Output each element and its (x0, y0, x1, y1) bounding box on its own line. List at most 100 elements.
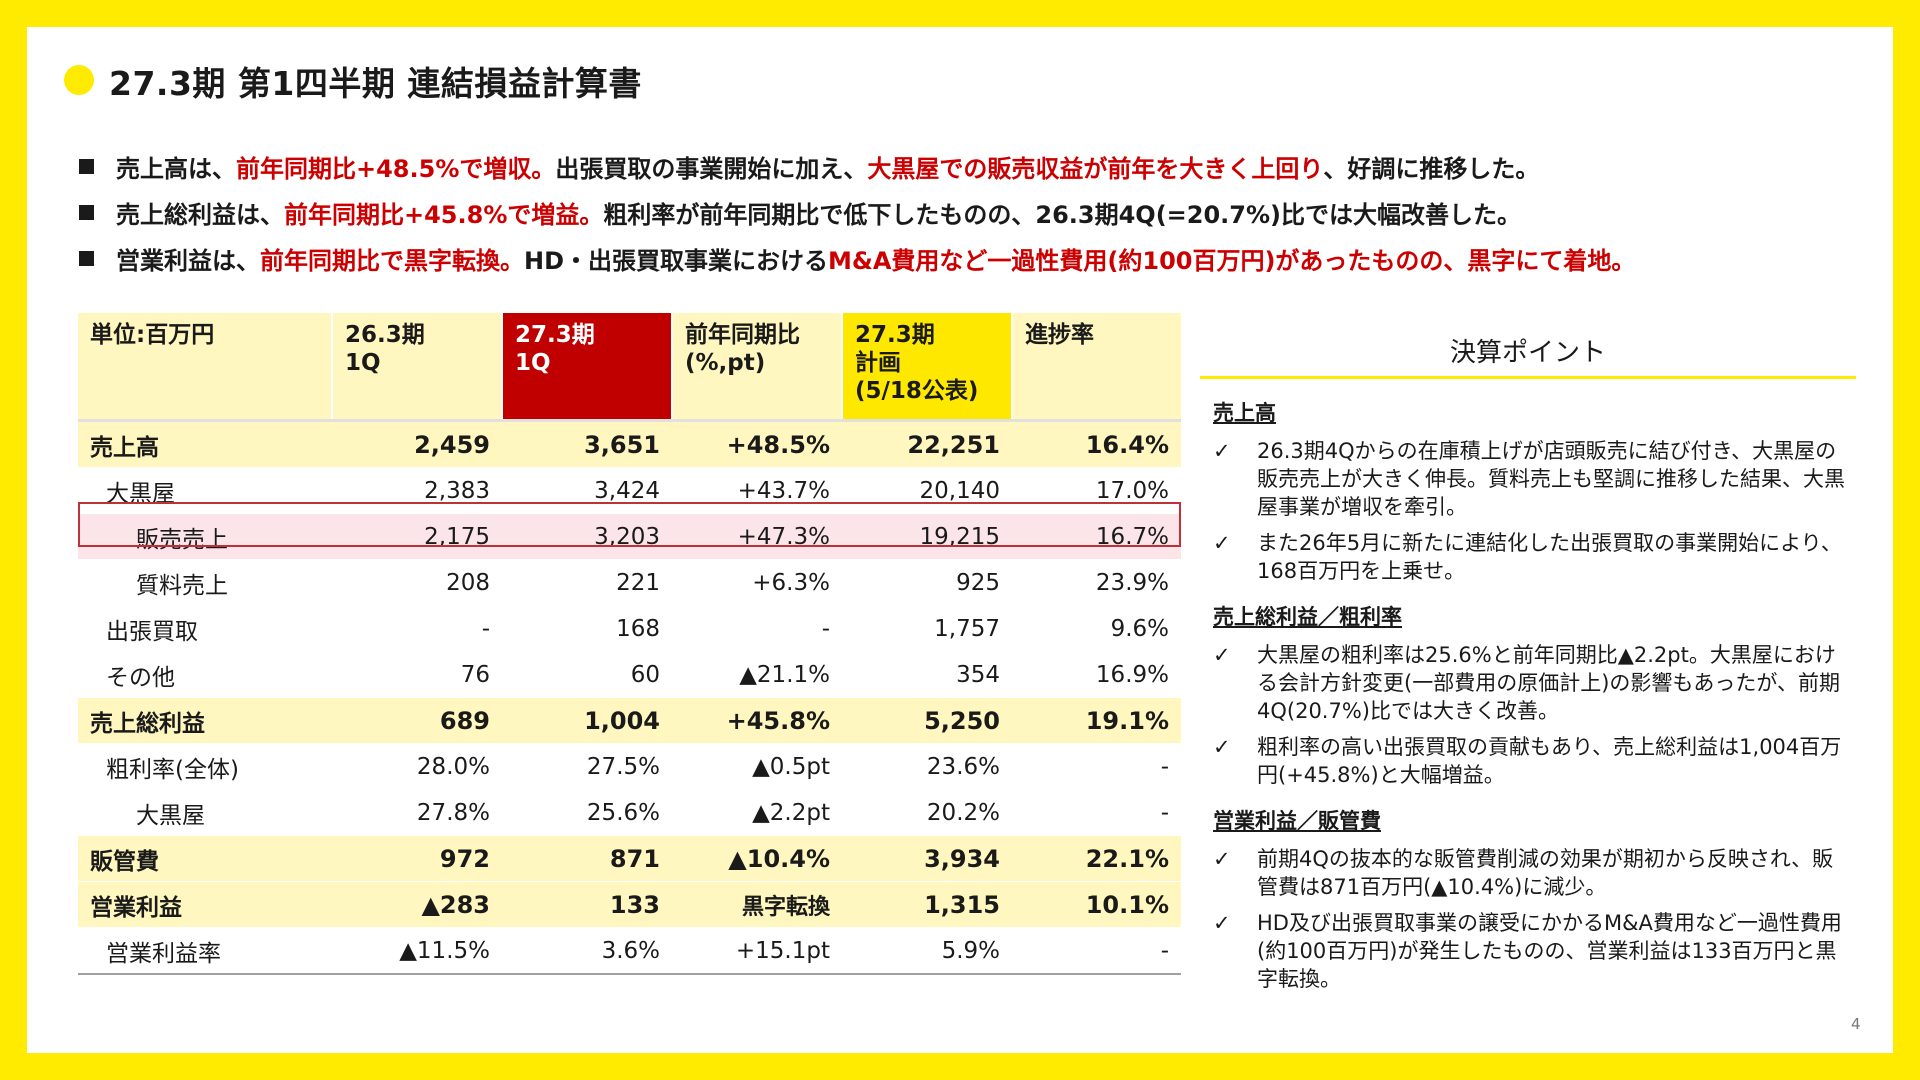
prev-value: 2,175 (332, 513, 502, 560)
row-label: 売上高 (78, 420, 332, 468)
square-bullet-icon (79, 204, 94, 220)
check-mark-icon: ✓ (1213, 847, 1231, 871)
plan-header: 27.3期 計画 (5/18公表) (842, 313, 1013, 421)
progress-value: 10.1% (1012, 881, 1181, 928)
prev-value: 2,459 (332, 420, 502, 468)
row-label: 販管費 (78, 835, 332, 882)
yoy-value: ▲0.5pt (672, 743, 842, 790)
prev-value: 689 (332, 697, 502, 744)
section-heading: 営業利益／販管費 (1213, 809, 1381, 833)
row-label: 営業利益 (78, 881, 332, 928)
bullet-segment: 売上総利益は、 (116, 200, 284, 229)
yoy-value: ▲2.2pt (672, 789, 842, 836)
prev-value: ▲283 (332, 881, 502, 928)
check-mark-icon: ✓ (1213, 531, 1231, 555)
square-bullet-icon (79, 158, 94, 174)
row-label: 営業利益率 (78, 927, 332, 975)
table-row: 販管費 972 871 ▲10.4% 3,934 22.1% (78, 835, 1181, 882)
curr-value: 27.5% (502, 743, 672, 790)
bullet-segment: 営業利益は、 (116, 246, 260, 275)
table-row: 粗利率(全体) 28.0% 27.5% ▲0.5pt 23.6% - (78, 743, 1181, 790)
summary-bullet: 営業利益は、 前年同期比で黒字転換。 HD・出張買取事業における M&A費用など一過性… (79, 235, 1635, 281)
progress-value: 16.9% (1012, 651, 1181, 698)
prev-value: 2,383 (332, 467, 502, 514)
bullet-highlight: M&A費用など一過性費用(約100百万円)があったものの、黒字にて着地。 (828, 246, 1636, 275)
table-row: その他 76 60 ▲21.1% 354 16.9% (78, 651, 1181, 698)
prev-value: 27.8% (332, 789, 502, 836)
progress-value: 16.4% (1012, 420, 1181, 468)
curr-value: 3,203 (502, 513, 672, 560)
plan-value: 1,757 (842, 605, 1012, 652)
table-row: 大黒屋 27.8% 25.6% ▲2.2pt 20.2% - (78, 789, 1181, 836)
point-item: ✓ 前期4Qの抜本的な販管費削減の効果が期初から反映され、販管費は871百万円(… (1213, 845, 1853, 901)
progress-value: 16.7% (1012, 513, 1181, 560)
income-statement-table: 単位:百万円 26.3期 1Q 27.3期 1Q 前年同期比 (%,pt) 27.3期… (78, 313, 1181, 975)
prev-value: 76 (332, 651, 502, 698)
bullet-highlight: 前年同期比+45.8%で増益。 (284, 200, 604, 229)
row-label: 大黒屋 (78, 789, 332, 836)
bullet-highlight: 前年同期比+48.5%で増収。 (236, 154, 556, 183)
yoy-value: +6.3% (672, 559, 842, 606)
bullet-highlight: 大黒屋での販売収益が前年を大きく上回り (867, 154, 1324, 183)
check-mark-icon: ✓ (1213, 643, 1231, 667)
page-title: 27.3期 第1四半期 連結損益計算書 (109, 64, 642, 103)
row-label: その他 (78, 651, 332, 698)
prev-value: - (332, 605, 502, 652)
check-mark-icon: ✓ (1213, 439, 1231, 463)
yoy-value: +47.3% (672, 513, 842, 560)
progress-value: - (1012, 789, 1181, 836)
point-text: 大黒屋の粗利率は25.6%と前年同期比▲2.2pt。大黒屋における会計方針変更(… (1257, 643, 1840, 723)
prev-value: 208 (332, 559, 502, 606)
yoy-value: +48.5% (672, 420, 842, 468)
title-bullet-dot (64, 65, 94, 95)
summary-bullet: 売上総利益は、 前年同期比+45.8%で増益。 粗利率が前年同期比で低下したものの、… (79, 189, 1635, 235)
bullet-segment: 、好調に推移した。 (1323, 154, 1540, 183)
point-item: ✓ 大黒屋の粗利率は25.6%と前年同期比▲2.2pt。大黒屋における会計方針変… (1213, 641, 1853, 725)
progress-value: - (1012, 927, 1181, 975)
row-label: 質料売上 (78, 559, 332, 606)
points-section: 営業利益／販管費 ✓ 前期4Qの抜本的な販管費削減の効果が期初から反映され、販管… (1213, 807, 1853, 993)
plan-value: 23.6% (842, 743, 1012, 790)
progress-header: 進捗率 (1012, 313, 1181, 421)
progress-value: 23.9% (1012, 559, 1181, 606)
curr-value: 25.6% (502, 789, 672, 836)
curr-value: 3,651 (502, 420, 672, 468)
plan-value: 3,934 (842, 835, 1012, 882)
point-text: HD及び出張買取事業の譲受にかかるM&A費用など一過性費用(約100百万円)が発… (1257, 911, 1842, 991)
table-row: 質料売上 208 221 +6.3% 925 23.9% (78, 559, 1181, 606)
curr-value: 221 (502, 559, 672, 606)
point-text: 粗利率の高い出張買取の貢献もあり、売上総利益は1,004百万円(+45.8%)と… (1257, 735, 1842, 787)
square-bullet-icon (79, 250, 94, 266)
progress-value: 17.0% (1012, 467, 1181, 514)
points-section: 売上高 ✓ 26.3期4Qからの在庫積上げが店頭販売に結び付き、大黒屋の販売売上… (1213, 399, 1853, 585)
prev-value: ▲11.5% (332, 927, 502, 975)
page-number: 4 (1851, 1015, 1861, 1033)
current-period-header: 27.3期 1Q (502, 313, 673, 421)
check-mark-icon: ✓ (1213, 911, 1231, 935)
row-label: 販売売上 (78, 513, 332, 560)
point-text: 26.3期4Qからの在庫積上げが店頭販売に結び付き、大黒屋の販売売上が大きく伸長… (1257, 439, 1845, 519)
plan-value: 5.9% (842, 927, 1012, 975)
section-heading: 売上総利益／粗利率 (1213, 605, 1402, 629)
point-text: 前期4Qの抜本的な販管費削減の効果が期初から反映され、販管費は871百万円(▲1… (1257, 847, 1834, 899)
bullet-segment: 粗利率が前年同期比で低下したものの、26.3期4Q(=20.7%)比では大幅改善… (603, 200, 1521, 229)
point-item: ✓ 26.3期4Qからの在庫積上げが店頭販売に結び付き、大黒屋の販売売上が大きく… (1213, 437, 1853, 521)
yoy-header: 前年同期比 (%,pt) (672, 313, 843, 421)
row-label: 大黒屋 (78, 467, 332, 514)
plan-value: 19,215 (842, 513, 1012, 560)
table-row: 大黒屋 2,383 3,424 +43.7% 20,140 17.0% (78, 467, 1181, 514)
plan-value: 20,140 (842, 467, 1012, 514)
plan-value: 354 (842, 651, 1012, 698)
point-item: ✓ 粗利率の高い出張買取の貢献もあり、売上総利益は1,004百万円(+45.8%… (1213, 733, 1853, 789)
table-row: 営業利益 ▲283 133 黒字転換 1,315 10.1% (78, 881, 1181, 928)
yoy-value: 黒字転換 (672, 881, 842, 928)
yoy-value: ▲21.1% (672, 651, 842, 698)
curr-value: 3.6% (502, 927, 672, 975)
summary-bullet: 売上高は、 前年同期比+48.5%で増収。 出張買取の事業開始に加え、 大黒屋での販売… (79, 143, 1635, 189)
summary-bullets: 売上高は、 前年同期比+48.5%で増収。 出張買取の事業開始に加え、 大黒屋での販売… (79, 143, 1635, 281)
table-row: 出張買取 - 168 - 1,757 9.6% (78, 605, 1181, 652)
prev-period-header: 26.3期 1Q (332, 313, 503, 421)
table-row: 売上総利益 689 1,004 +45.8% 5,250 19.1% (78, 697, 1181, 744)
curr-value: 871 (502, 835, 672, 882)
point-text: また26年5月に新たに連結化した出張買取の事業開始により、168百万円を上乗せ。 (1257, 531, 1842, 583)
